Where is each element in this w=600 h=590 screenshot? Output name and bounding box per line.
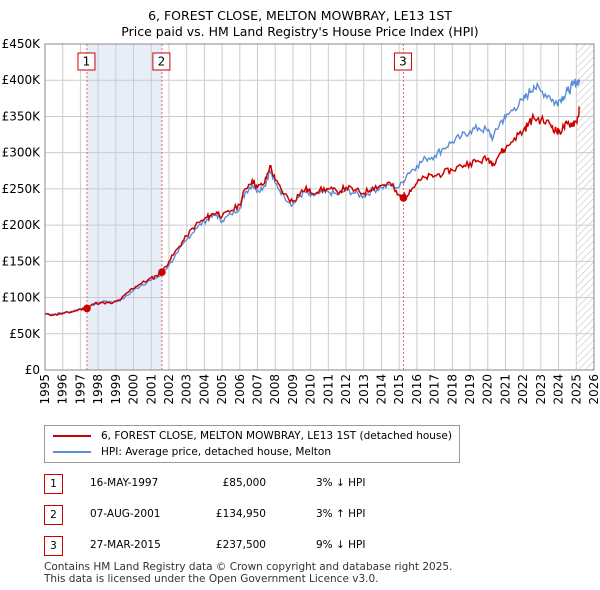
transaction-hpi-diff: 3% ↓ HPI <box>316 477 366 489</box>
transaction-date: 27-MAR-2015 <box>90 539 161 551</box>
x-tick-label: 2010 <box>304 374 318 405</box>
footer-attribution: Contains HM Land Registry data © Crown c… <box>44 561 452 585</box>
x-tick-label: 1998 <box>91 374 105 405</box>
y-tick-label: £150K <box>2 254 42 268</box>
x-tick-label: 2015 <box>392 374 406 405</box>
transaction-date: 16-MAY-1997 <box>90 477 159 489</box>
sale-marker-badge <box>393 52 412 71</box>
x-tick-label: 2025 <box>569 374 583 405</box>
sale-point <box>158 268 166 277</box>
x-tick-label: 2011 <box>321 374 335 405</box>
y-tick-label: £100K <box>2 291 42 305</box>
title-subtitle: Price paid vs. HM Land Registry's House … <box>121 24 479 39</box>
x-tick-label: 2004 <box>197 374 211 405</box>
y-tick-label: £0 <box>25 363 40 377</box>
x-tick-label: 1997 <box>73 374 87 405</box>
sale-point <box>83 304 91 313</box>
y-tick-label: £350K <box>2 109 42 123</box>
title-address: 6, FOREST CLOSE, MELTON MOWBRAY, LE13 1S… <box>148 8 452 23</box>
sale-marker-label: 2 <box>158 55 166 69</box>
legend-label-property: 6, FOREST CLOSE, MELTON MOWBRAY, LE13 1S… <box>101 430 452 442</box>
forecast-hatch <box>576 44 594 370</box>
x-tick-label: 2023 <box>534 374 548 405</box>
x-tick-label: 2021 <box>498 374 512 405</box>
legend-label-hpi: HPI: Average price, detached house, Melt… <box>101 446 332 458</box>
sale-point <box>399 194 408 202</box>
sale-marker-label: 3 <box>399 55 407 69</box>
x-tick-label: 2026 <box>587 374 600 405</box>
x-tick-label: 2007 <box>251 374 265 405</box>
x-tick-label: 2014 <box>374 374 388 405</box>
x-tick-label: 2000 <box>127 374 141 405</box>
chart-legend: 6, FOREST CLOSE, MELTON MOWBRAY, LE13 1S… <box>44 425 460 463</box>
y-tick-label: £450K <box>2 37 42 51</box>
footer-copyright: Contains HM Land Registry data © Crown c… <box>44 561 453 573</box>
transaction-price: £134,950 <box>215 508 266 520</box>
x-tick-label: 2019 <box>463 374 477 405</box>
transaction-number-badge: 3 <box>44 536 63 556</box>
y-tick-label: £250K <box>2 182 42 196</box>
x-tick-label: 2024 <box>552 374 566 405</box>
x-tick-label: 2005 <box>215 374 229 405</box>
x-tick-label: 1995 <box>38 374 52 405</box>
x-tick-label: 2008 <box>268 374 282 405</box>
x-tick-label: 2001 <box>144 374 158 405</box>
x-tick-label: 2003 <box>180 374 194 405</box>
price-chart: 1 2 3 £0 £50K £100K £150K £200K £250K £300K £350K… <box>2 37 600 405</box>
x-tick-label: 2006 <box>233 374 247 405</box>
x-tick-label: 2020 <box>481 374 495 405</box>
x-tick-label: 1999 <box>109 374 123 405</box>
transaction-number-badge: 1 <box>44 474 63 494</box>
series-line-property <box>44 105 581 317</box>
x-tick-label: 2022 <box>516 374 530 405</box>
y-tick-label: £50K <box>9 327 41 341</box>
series-line-hpi <box>44 78 581 316</box>
x-tick-label: 2017 <box>428 374 442 405</box>
y-tick-label: £200K <box>2 218 42 232</box>
transaction-date: 07-AUG-2001 <box>90 508 161 520</box>
transaction-price: £85,000 <box>222 477 266 489</box>
x-tick-label: 2009 <box>286 374 300 405</box>
transaction-price: £237,500 <box>215 539 266 551</box>
sale-marker-badge <box>77 52 96 71</box>
y-tick-label: £300K <box>2 146 42 160</box>
transaction-hpi-diff: 9% ↓ HPI <box>316 539 366 551</box>
transaction-hpi-diff: 3% ↑ HPI <box>316 508 366 520</box>
legend-swatch-property <box>53 435 91 437</box>
transaction-number-badge: 2 <box>44 505 63 525</box>
legend-swatch-hpi <box>53 451 91 453</box>
sale-marker-badge <box>152 52 171 71</box>
sale-marker-label: 1 <box>83 55 91 69</box>
x-tick-label: 1996 <box>56 374 70 405</box>
x-tick-label: 2018 <box>445 374 459 405</box>
x-tick-label: 2002 <box>162 374 176 405</box>
x-tick-label: 2013 <box>357 374 371 405</box>
y-tick-label: £400K <box>2 73 42 87</box>
x-tick-label: 2012 <box>339 374 353 405</box>
x-tick-label: 2016 <box>410 374 424 405</box>
footer-licence: This data is licensed under the Open Gov… <box>44 573 379 585</box>
chart-title: 6, FOREST CLOSE, MELTON MOWBRAY, LE13 1S… <box>0 8 600 40</box>
ownership-shade <box>86 44 162 370</box>
plot-frame <box>44 43 595 371</box>
